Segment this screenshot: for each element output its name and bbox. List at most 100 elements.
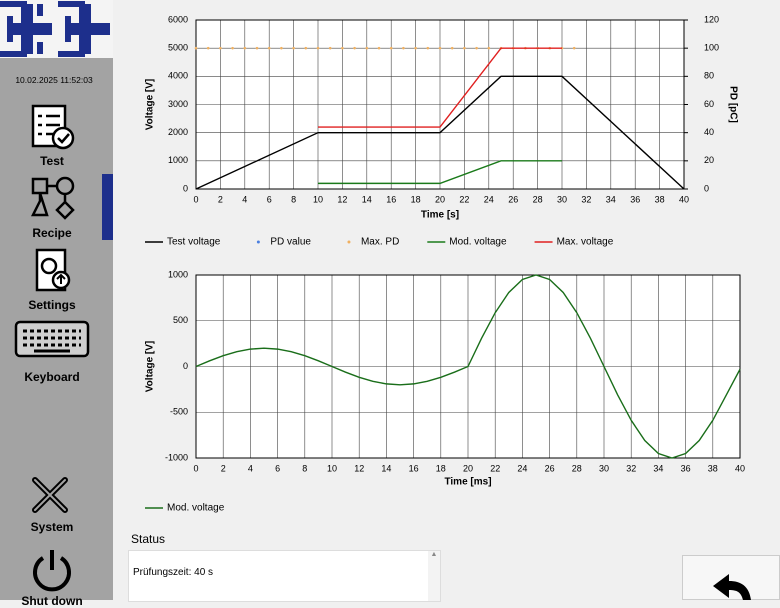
x-tick-label: 0 — [193, 194, 198, 204]
y2-axis-label: PD [pC] — [727, 86, 738, 123]
icon — [35, 248, 71, 292]
x-tick-label: 14 — [362, 194, 372, 204]
series-line — [318, 47, 562, 128]
x-tick-label: 36 — [681, 463, 691, 473]
icon — [33, 550, 71, 592]
data-point — [243, 46, 247, 50]
menu-system[interactable]: System — [0, 472, 104, 534]
menu-label: Test — [40, 154, 64, 168]
data-point — [438, 46, 442, 50]
y-tick-label: -1000 — [165, 452, 188, 462]
menu-label: Settings — [28, 298, 76, 312]
data-point — [463, 46, 466, 50]
timestamp: 10.02.2025 11:52:03 — [15, 75, 93, 85]
x-tick-label: 30 — [557, 194, 567, 204]
x-tick-label: 20 — [435, 194, 445, 204]
x-tick-label: 36 — [630, 194, 640, 204]
back-icon — [713, 574, 751, 600]
icon — [30, 176, 75, 220]
y-tick-label: 6000 — [168, 14, 188, 24]
x-tick-label: 34 — [606, 194, 616, 204]
status-box: Prüfungszeit: 40 s ▲ — [128, 550, 441, 602]
menu-recipe[interactable]: Recipe — [0, 176, 104, 240]
data-point — [402, 46, 405, 50]
back-button[interactable] — [682, 555, 780, 600]
data-point — [341, 46, 344, 50]
data-point — [304, 46, 308, 50]
y2-tick-label: 40 — [704, 127, 714, 137]
x-tick-label: 26 — [508, 194, 518, 204]
menu-shutdown[interactable]: Shut down — [0, 546, 104, 608]
x-tick-label: 8 — [291, 194, 296, 204]
legend-label: Mod. voltage — [167, 503, 225, 514]
x-tick-label: 8 — [302, 463, 307, 473]
x-tick-label: 2 — [218, 194, 223, 204]
plot-frame — [195, 19, 685, 190]
data-point — [206, 46, 210, 50]
legend-label: Max. PD — [361, 237, 399, 248]
icon — [32, 477, 68, 513]
y-tick-label: 1000 — [168, 155, 188, 165]
y-tick-label: 500 — [173, 315, 188, 325]
menu-settings[interactable]: Settings — [0, 248, 104, 312]
y-tick-label: 1000 — [168, 269, 188, 279]
y2-tick-label: 60 — [704, 99, 714, 109]
series-line — [318, 160, 562, 185]
data-point — [572, 46, 576, 50]
y2-tick-label: 0 — [704, 183, 709, 193]
y-tick-label: 0 — [183, 361, 188, 371]
x-tick-label: 0 — [193, 463, 198, 473]
x-tick-label: 4 — [242, 194, 247, 204]
legend-marker — [347, 240, 351, 244]
y-axis-label: Voltage [V] — [145, 341, 156, 392]
x-tick-label: 22 — [490, 463, 500, 473]
y-tick-label: 5000 — [168, 43, 188, 53]
x-tick-label: 16 — [386, 194, 396, 204]
data-point — [487, 46, 491, 50]
data-point — [316, 46, 320, 50]
sidebar: 10.02.2025 11:52:03 Test Recipe Settings… — [0, 0, 113, 608]
x-tick-label: 18 — [411, 194, 421, 204]
scrollbar[interactable]: ▲ — [428, 551, 440, 601]
x-tick-label: 2 — [221, 463, 226, 473]
data-point — [328, 46, 332, 50]
y2-tick-label: 20 — [704, 155, 714, 165]
icon — [31, 104, 75, 150]
status-panel: Status Prüfungszeit: 40 s ▲ — [127, 532, 441, 602]
data-point — [219, 46, 222, 50]
data-point — [231, 46, 234, 50]
status-line: Prüfungszeit: 40 s — [133, 567, 214, 578]
x-tick-label: 30 — [599, 463, 609, 473]
legend-label: Test voltage — [167, 237, 221, 248]
y2-tick-label: 80 — [704, 71, 714, 81]
legend-label: Max. voltage — [557, 237, 614, 248]
y-tick-label: 4000 — [168, 71, 188, 81]
logo — [0, 0, 113, 58]
data-point — [353, 46, 356, 50]
x-tick-label: 22 — [459, 194, 469, 204]
x-tick-label: 12 — [337, 194, 347, 204]
data-point — [267, 46, 271, 50]
y2-tick-label: 100 — [704, 43, 719, 53]
x-axis-label: Time [ms] — [444, 477, 491, 488]
y-tick-label: 0 — [183, 183, 188, 193]
menu-label: Keyboard — [24, 370, 80, 384]
x-tick-label: 24 — [517, 463, 527, 473]
data-point — [292, 46, 295, 50]
data-point — [194, 46, 198, 50]
series-line — [195, 75, 685, 190]
x-tick-label: 34 — [653, 463, 663, 473]
y-tick-label: 3000 — [168, 99, 188, 109]
x-tick-label: 16 — [409, 463, 419, 473]
menu-test[interactable]: Test — [0, 104, 104, 168]
x-tick-label: 6 — [275, 463, 280, 473]
data-point — [377, 46, 381, 50]
status-title: Status — [131, 532, 166, 546]
x-tick-label: 32 — [626, 463, 636, 473]
menu-keyboard[interactable]: Keyboard — [0, 320, 104, 384]
x-tick-label: 28 — [572, 463, 582, 473]
data-point — [255, 46, 259, 50]
y-tick-label: 2000 — [168, 127, 188, 137]
